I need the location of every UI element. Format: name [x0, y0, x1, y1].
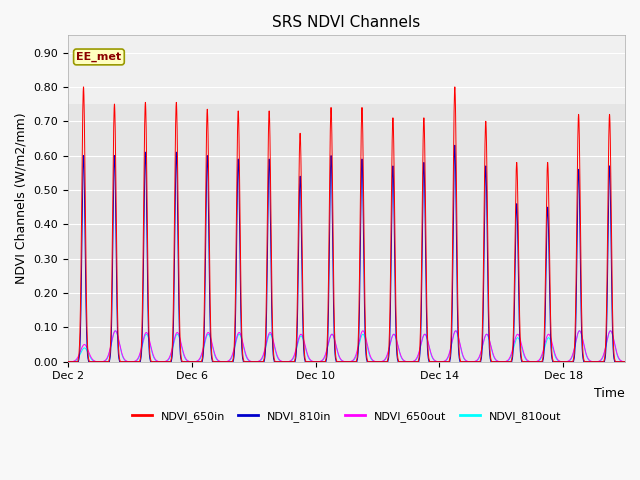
- Legend: NDVI_650in, NDVI_810in, NDVI_650out, NDVI_810out: NDVI_650in, NDVI_810in, NDVI_650out, NDV…: [127, 407, 566, 426]
- NDVI_650in: [213, 359, 221, 365]
- NDVI_650in: [612, 359, 620, 365]
- NDVI_650in: [504, 359, 511, 365]
- NDVI_810out: [504, 358, 511, 364]
- NDVI_810in: [213, 359, 221, 365]
- X-axis label: Time: Time: [595, 387, 625, 400]
- NDVI_650in: [79, 84, 87, 90]
- NDVI_650in: [96, 359, 104, 365]
- NDVI_810in: [405, 359, 413, 365]
- NDVI_650out: [621, 359, 628, 365]
- NDVI_650out: [213, 356, 221, 362]
- NDVI_810in: [451, 143, 459, 148]
- NDVI_810out: [612, 347, 620, 353]
- NDVI_810in: [64, 359, 72, 365]
- NDVI_810out: [64, 359, 72, 365]
- NDVI_810in: [504, 359, 511, 365]
- NDVI_650out: [64, 359, 72, 365]
- NDVI_650in: [405, 359, 413, 365]
- NDVI_810out: [621, 359, 628, 365]
- NDVI_810in: [612, 359, 620, 365]
- NDVI_650out: [405, 359, 413, 365]
- NDVI_810out: [213, 357, 221, 362]
- Line: NDVI_650out: NDVI_650out: [68, 331, 625, 362]
- NDVI_810out: [96, 359, 104, 365]
- NDVI_650out: [612, 346, 620, 351]
- NDVI_650in: [413, 359, 420, 365]
- Bar: [68, 104, 625, 362]
- NDVI_650in: [64, 359, 72, 365]
- NDVI_650out: [504, 358, 511, 363]
- NDVI_810out: [413, 356, 420, 361]
- NDVI_650in: [621, 359, 628, 365]
- Line: NDVI_650in: NDVI_650in: [68, 87, 625, 362]
- Text: EE_met: EE_met: [76, 52, 122, 62]
- NDVI_810in: [621, 359, 628, 365]
- NDVI_650out: [96, 359, 104, 365]
- NDVI_810in: [413, 359, 420, 365]
- NDVI_810out: [575, 328, 583, 334]
- Y-axis label: NDVI Channels (W/m2/mm): NDVI Channels (W/m2/mm): [15, 113, 28, 284]
- Line: NDVI_810in: NDVI_810in: [68, 145, 625, 362]
- Title: SRS NDVI Channels: SRS NDVI Channels: [273, 15, 420, 30]
- NDVI_810out: [405, 359, 413, 365]
- NDVI_650out: [575, 328, 583, 334]
- NDVI_810in: [96, 359, 104, 365]
- NDVI_650out: [413, 355, 420, 361]
- Line: NDVI_810out: NDVI_810out: [68, 331, 625, 362]
